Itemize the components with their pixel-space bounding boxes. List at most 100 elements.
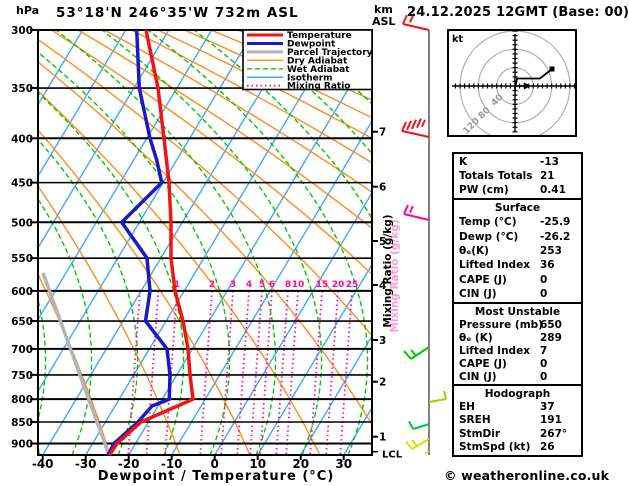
svg-text:20: 20 [332,280,345,290]
table-row: K -13 [454,156,581,168]
svg-text:450: 450 [11,178,33,190]
svg-text:kt: kt [452,34,463,45]
stat-value: 0 [540,357,548,370]
svg-text:700: 700 [11,344,33,356]
svg-text:2: 2 [209,280,215,290]
stat-label: CIN (J) [459,287,497,300]
table-row: Totals Totals 21 [454,170,581,182]
svg-text:25: 25 [346,280,359,290]
stat-label: PW (cm) [459,184,509,196]
svg-text:80: 80 [477,106,493,122]
svg-text:120: 120 [462,116,482,136]
stat-value: 21 [540,170,555,182]
table-row: Lifted Index 7 [454,345,581,357]
station-title: 53°18'N 246°35'W 732m ASL [56,5,299,21]
stat-value: 7 [540,344,548,357]
svg-text:6: 6 [269,280,275,290]
svg-text:900: 900 [11,439,33,451]
svg-text:-20: -20 [118,457,140,471]
svg-text:750: 750 [11,370,33,382]
svg-text:300: 300 [11,25,33,37]
svg-text:15: 15 [316,280,329,290]
svg-text:3: 3 [379,335,386,347]
svg-text:4: 4 [379,280,386,292]
svg-text:650: 650 [11,316,33,328]
hodograph-section-title: Hodograph [484,387,551,400]
svg-text:850: 850 [11,417,33,429]
stat-label: CAPE (J) [459,273,507,286]
stat-value: 0 [540,370,548,383]
svg-text:5: 5 [259,280,265,290]
stat-value: 36 [540,259,555,272]
stat-label: SREH [459,414,491,427]
table-row: StmSpd (kt) 26 [454,441,581,453]
stat-value: 0.41 [540,184,566,196]
most-unstable-section: Most Unstable Pressure (mb) 650 θₑ (K) 289… [452,302,583,386]
svg-text:20: 20 [292,457,309,471]
svg-text:Dewpoint: Dewpoint [287,39,336,49]
hodograph-section: Hodograph EH 37 SREH 191 StmDir 267° StmSpd… [452,384,583,457]
stat-value: 289 [540,331,562,344]
svg-text:Mixing Ratio: Mixing Ratio [287,82,351,92]
svg-text:350: 350 [11,83,33,95]
svg-text:8: 8 [285,280,291,290]
pressure-unit-label: hPa [16,4,40,17]
svg-text:4: 4 [246,280,252,290]
svg-text:Temperature: Temperature [287,31,352,41]
surface-section: Surface Temp (°C) -25.9 Dewp (°C) -26.2 θₑ… [452,198,583,304]
table-row: CIN (J) 0 [454,371,581,383]
table-row: CAPE (J) 0 [454,358,581,370]
stat-value: 191 [540,414,562,427]
stat-value: 267° [540,427,568,440]
stat-label: K [459,156,468,168]
svg-text:30: 30 [335,457,352,471]
svg-text:40: 40 [490,93,506,109]
svg-text:10: 10 [249,457,266,471]
table-row: Dewp (°C) -26.2 [454,231,581,243]
svg-text:-40: -40 [32,457,54,471]
stat-value: 0 [540,287,548,300]
stat-label: Totals Totals [459,170,533,182]
altitude-unit-km-label: km [374,3,393,16]
svg-text:2: 2 [379,377,386,389]
svg-text:-30: -30 [75,457,97,471]
altitude-unit-asl-label: ASL [372,15,396,28]
svg-text:3: 3 [230,280,236,290]
svg-text:1: 1 [174,280,180,290]
svg-text:Mixing Ratio (g/kg): Mixing Ratio (g/kg) [389,219,401,332]
table-row: Lifted Index 36 [454,259,581,271]
stat-label: Dewp (°C) [459,230,519,243]
stat-label: StmSpd (kt) [459,441,531,454]
svg-text:5: 5 [379,236,386,248]
table-row: StmDir 267° [454,428,581,440]
svg-text:10: 10 [292,280,305,290]
stat-value: -26.2 [540,230,571,243]
x-axis-caption: Dewpoint / Temperature (°C) [97,469,335,484]
stat-value: 650 [540,318,562,331]
table-row: Temp (°C) -25.9 [454,216,581,228]
stat-value: -13 [540,156,559,168]
most-unstable-section-title: Most Unstable [474,305,561,318]
stat-label: Lifted Index [459,344,530,357]
stat-value: 26 [540,441,555,454]
table-row: CAPE (J) 0 [454,274,581,286]
surface-section-title: Surface [494,202,541,215]
table-row: CIN (J) 0 [454,288,581,300]
svg-text:800: 800 [11,394,33,406]
svg-text:Dry Adiabat: Dry Adiabat [287,56,348,66]
svg-text:LCL: LCL [382,450,403,461]
svg-text:600: 600 [11,286,33,298]
stat-value: 0 [540,273,548,286]
table-row: θₑ (K) 289 [454,332,581,344]
svg-text:6: 6 [379,182,386,194]
indices-panel: K -13 Totals Totals 21 PW (cm) 0.41 Surface… [452,152,583,457]
stat-label: EH [459,401,475,414]
stats-section: K -13 Totals Totals 21 PW (cm) 0.41 [452,152,583,200]
svg-text:1: 1 [379,432,386,444]
table-row: Pressure (mb) 650 [454,319,581,331]
stat-label: Lifted Index [459,259,530,272]
copyright-label: © weatheronline.co.uk [444,468,610,483]
stat-value: 37 [540,401,555,414]
